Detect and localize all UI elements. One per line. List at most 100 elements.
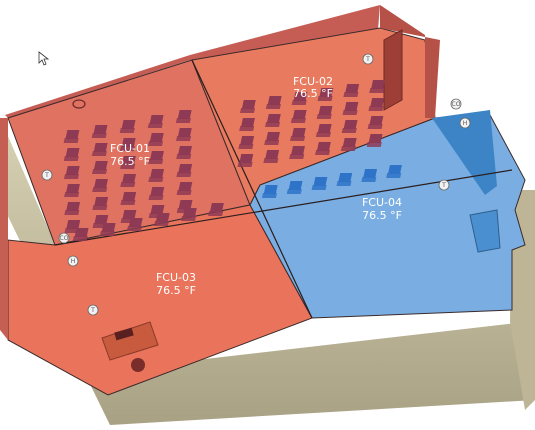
chair	[290, 128, 306, 141]
chair	[119, 120, 136, 133]
building-base	[0, 118, 535, 425]
chair	[341, 120, 358, 133]
chair	[366, 134, 383, 147]
chair	[153, 213, 170, 226]
chair	[361, 169, 378, 182]
svg-text:T: T	[365, 56, 370, 63]
chair	[91, 143, 108, 156]
zone-label-fcu-04: FCU-04 76.5 °F	[362, 196, 402, 222]
chair	[316, 106, 333, 119]
zone-label-fcu-01: FCU-01 76.5 °F	[110, 142, 150, 168]
svg-text:76.5 °F: 76.5 °F	[110, 155, 150, 168]
desk-chair[interactable]	[131, 358, 145, 372]
chair	[175, 110, 192, 123]
zone-label-fcu-03: FCU-03 76.5 °F	[156, 271, 196, 297]
svg-text:FCU-02: FCU-02	[293, 75, 333, 88]
chair	[147, 133, 164, 146]
chair	[343, 84, 360, 97]
chairs-cooling	[261, 165, 402, 198]
sensor-co2-fcu-02[interactable]: CO	[450, 98, 462, 110]
svg-text:76.5 °F: 76.5 °F	[156, 284, 196, 297]
corner-tower	[380, 5, 440, 118]
svg-text:T: T	[44, 172, 49, 179]
chair	[311, 177, 328, 190]
back-wall	[5, 5, 380, 118]
desk-monitor	[114, 327, 134, 341]
chair	[63, 148, 80, 161]
svg-text:H: H	[463, 120, 468, 127]
divider-horizontal	[54, 169, 513, 246]
sensor-h-fcu-04[interactable]: H	[459, 117, 471, 129]
chair	[239, 118, 255, 131]
chair	[342, 102, 359, 115]
zone-label-fcu-02: FCU-02 76.5 °F	[293, 75, 333, 100]
chair	[176, 146, 192, 159]
svg-text:CO: CO	[60, 235, 69, 242]
chair	[239, 100, 256, 113]
chair	[208, 203, 224, 216]
chair	[263, 150, 280, 163]
sensor-t-fcu-02[interactable]: T	[362, 53, 374, 65]
east-cooling-return	[469, 209, 501, 253]
svg-text:FCU-03: FCU-03	[156, 271, 196, 284]
svg-text:T: T	[441, 182, 446, 189]
divider-vertical	[191, 59, 313, 319]
chair	[317, 88, 334, 101]
chair	[72, 228, 89, 241]
chair	[238, 136, 255, 149]
chair	[64, 202, 81, 215]
desk[interactable]	[101, 321, 159, 361]
chair	[265, 114, 281, 127]
chair	[148, 169, 165, 182]
east-cooling-wall	[432, 110, 497, 195]
door-niche	[383, 29, 403, 111]
svg-text:H: H	[71, 258, 76, 265]
chair	[290, 110, 307, 123]
svg-text:CO: CO	[452, 101, 461, 108]
chair	[340, 138, 357, 151]
west-wall-top	[0, 118, 8, 340]
chair	[120, 192, 137, 205]
chairs-heating	[63, 80, 385, 241]
chair	[237, 154, 254, 167]
chair	[286, 181, 303, 194]
svg-text:FCU-04: FCU-04	[362, 196, 402, 209]
chair	[176, 182, 193, 195]
chair	[289, 146, 305, 159]
chair	[369, 80, 385, 93]
chair	[315, 142, 331, 155]
chair	[92, 197, 109, 210]
chair	[92, 161, 108, 174]
sensor-t-fcu-04[interactable]: T	[438, 179, 450, 191]
sensor-t-fcu-03[interactable]: T	[87, 304, 99, 316]
sensor-h-fcu-03[interactable]: H	[67, 255, 79, 267]
chair	[265, 96, 282, 109]
chair	[119, 138, 136, 151]
chair	[91, 125, 108, 138]
svg-text:T: T	[90, 307, 95, 314]
chair	[386, 165, 402, 178]
chair	[120, 174, 137, 187]
chair	[148, 187, 165, 200]
chair	[264, 132, 280, 145]
chair	[291, 92, 308, 105]
chair	[181, 208, 197, 221]
svg-text:FCU-01: FCU-01	[110, 142, 150, 155]
svg-text:76.5 °F: 76.5 °F	[362, 209, 402, 222]
mouse-cursor	[38, 51, 50, 66]
chair	[63, 130, 80, 143]
chair	[336, 173, 353, 186]
chair	[64, 220, 81, 233]
chair	[120, 156, 136, 169]
chair	[99, 223, 116, 236]
chair	[368, 98, 385, 111]
chair	[261, 185, 278, 198]
chair	[126, 218, 143, 231]
sensor-co2-fcu-01[interactable]: CO	[58, 232, 70, 244]
svg-text:76.5 °F: 76.5 °F	[293, 87, 333, 100]
chair	[367, 116, 384, 129]
ceiling-fixture	[72, 99, 86, 109]
chair	[176, 128, 192, 141]
sensor-t-fcu-01[interactable]: T	[41, 169, 53, 181]
